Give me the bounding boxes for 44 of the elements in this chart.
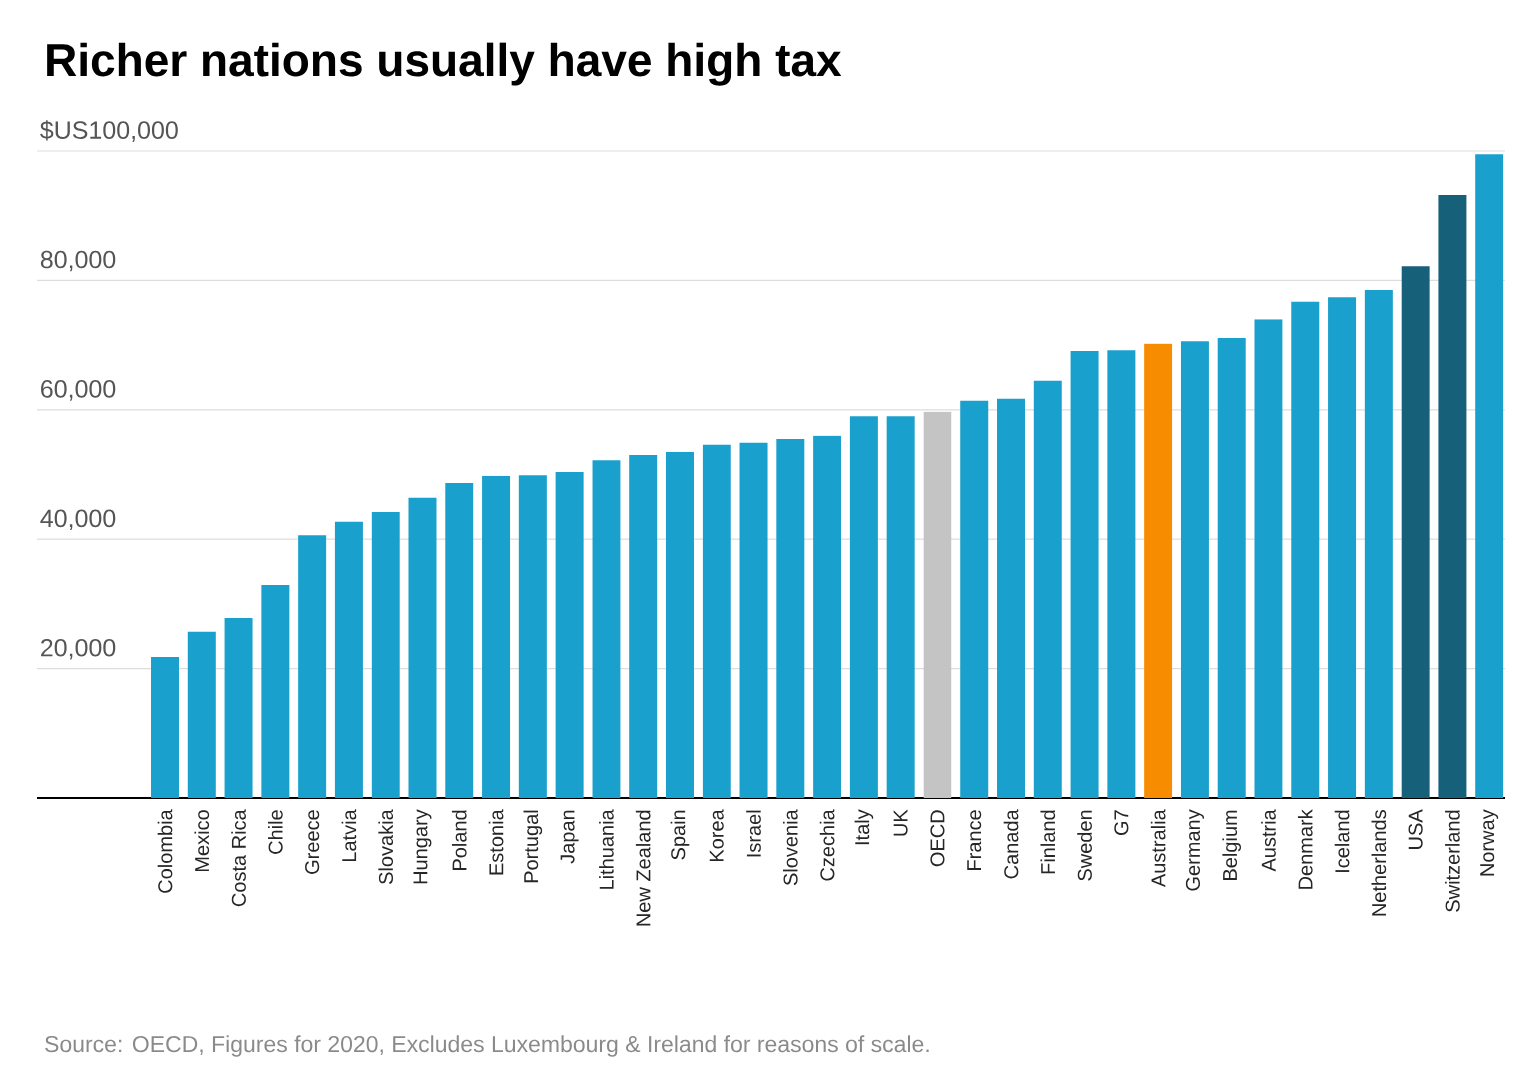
x-tick-label: Netherlands (1371, 810, 1387, 916)
x-tick-label: Japan (560, 810, 579, 864)
x-tick-label: Greece (305, 810, 320, 874)
x-tick-label: Sweden (1077, 810, 1092, 881)
y-tick-label: 40,000 (40, 509, 116, 531)
x-tick-label: Latvia (341, 809, 357, 862)
x-tick-label: Hungary (413, 809, 432, 884)
y-tick-label: 60,000 (41, 380, 116, 401)
x-tick-label: Iceland (1334, 810, 1350, 872)
y-tick-label: 80,000 (40, 250, 116, 272)
x-tick-label: Slovenia (782, 809, 798, 886)
x-tick-label: Norway (1480, 809, 1499, 876)
x-tick-label: Estonia (488, 809, 504, 875)
x-tick-label: Portugal (523, 810, 543, 883)
x-tick-label: Switzerland (1445, 810, 1460, 912)
x-tick-label: Belgium (1222, 810, 1242, 880)
x-tick-label: Israel (746, 810, 761, 857)
x-tick-label: Czechia (819, 809, 835, 881)
x-tick-label: Germany (1185, 809, 1204, 891)
x-tick-label: Korea (709, 809, 724, 862)
y-tick-label: 20,000 (41, 638, 116, 660)
y-tick-label: $US100,000 (40, 120, 178, 142)
x-tick-label: Chile (268, 810, 283, 854)
x-tick-label: New Zealand (635, 810, 651, 926)
x-tick-label: OECD (930, 810, 945, 867)
x-tick-label: USA (1408, 809, 1423, 849)
x-tick-label: Costa Rica (231, 809, 246, 907)
chart-title: Richer nations usually have high tax (47, 42, 842, 86)
x-tick-label: Colombia (157, 809, 173, 893)
x-tick-label: G7 (1114, 810, 1129, 835)
x-tick-label: Finland (1040, 810, 1056, 874)
x-tick-label: Austria (1261, 809, 1276, 872)
x-tick-label: Italy (854, 809, 874, 845)
x-tick-label: Canada (1003, 809, 1019, 879)
x-tick-label: Mexico (194, 810, 210, 872)
x-tick-label: Spain (670, 810, 690, 860)
x-tick-label: Australia (1150, 809, 1166, 888)
x-tick-label: Lithuania (599, 809, 614, 889)
x-tick-label: UK (893, 809, 908, 836)
source-note: Source: OECD, Figures for 2020, Excludes Luxembourg & Ireland for reasons of scale. (45, 1035, 929, 1057)
x-tick-label: Poland (451, 810, 467, 870)
x-tick-label: Denmark (1297, 809, 1313, 889)
x-tick-label: Slovakia (378, 809, 394, 885)
x-tick-label: France (967, 810, 982, 870)
